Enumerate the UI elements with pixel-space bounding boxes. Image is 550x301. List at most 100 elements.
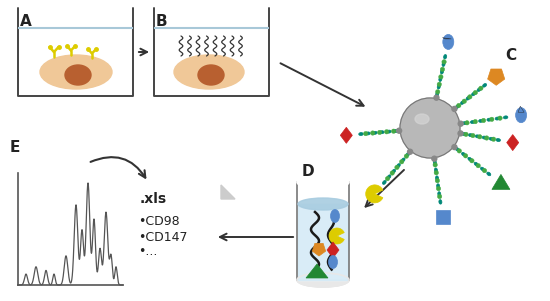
- Text: C: C: [505, 48, 516, 63]
- Polygon shape: [492, 174, 510, 189]
- Ellipse shape: [489, 137, 493, 140]
- Ellipse shape: [437, 184, 439, 188]
- Circle shape: [468, 95, 472, 99]
- Ellipse shape: [65, 65, 91, 85]
- Circle shape: [386, 176, 390, 181]
- Circle shape: [433, 163, 437, 167]
- Circle shape: [437, 82, 442, 86]
- Circle shape: [485, 136, 489, 140]
- Ellipse shape: [482, 84, 487, 87]
- Circle shape: [464, 154, 468, 158]
- Ellipse shape: [495, 117, 499, 120]
- Circle shape: [435, 178, 439, 183]
- Ellipse shape: [442, 62, 445, 67]
- Ellipse shape: [433, 160, 436, 165]
- Circle shape: [437, 194, 442, 199]
- Ellipse shape: [470, 120, 475, 123]
- Ellipse shape: [468, 157, 472, 161]
- Circle shape: [464, 132, 468, 137]
- Ellipse shape: [461, 132, 466, 135]
- Circle shape: [498, 116, 502, 120]
- Ellipse shape: [444, 54, 447, 59]
- Ellipse shape: [471, 92, 476, 96]
- Circle shape: [400, 98, 460, 158]
- Ellipse shape: [438, 192, 441, 196]
- Ellipse shape: [402, 158, 405, 162]
- Circle shape: [470, 159, 474, 163]
- Circle shape: [395, 165, 399, 169]
- Ellipse shape: [443, 34, 454, 49]
- Bar: [298, 204, 348, 280]
- Text: •CD147: •CD147: [138, 231, 188, 244]
- Circle shape: [456, 103, 461, 108]
- Ellipse shape: [460, 101, 465, 104]
- Circle shape: [439, 75, 443, 79]
- Ellipse shape: [359, 132, 363, 135]
- Circle shape: [457, 149, 461, 153]
- Circle shape: [404, 154, 409, 158]
- Ellipse shape: [496, 138, 500, 141]
- Circle shape: [477, 135, 482, 139]
- Bar: [297, 182, 349, 280]
- Ellipse shape: [475, 135, 480, 138]
- Ellipse shape: [394, 129, 398, 132]
- Ellipse shape: [436, 92, 439, 97]
- Polygon shape: [130, 185, 235, 281]
- Circle shape: [440, 67, 444, 72]
- Ellipse shape: [466, 96, 470, 100]
- Polygon shape: [442, 38, 452, 39]
- Circle shape: [377, 130, 382, 135]
- Circle shape: [371, 131, 375, 135]
- Circle shape: [390, 171, 394, 175]
- Circle shape: [397, 128, 402, 133]
- Polygon shape: [488, 69, 505, 85]
- Ellipse shape: [481, 167, 485, 171]
- Circle shape: [434, 95, 439, 100]
- Ellipse shape: [455, 105, 459, 109]
- Ellipse shape: [487, 118, 491, 121]
- Ellipse shape: [436, 176, 438, 180]
- Ellipse shape: [297, 175, 349, 189]
- Ellipse shape: [482, 136, 487, 139]
- Circle shape: [436, 186, 441, 191]
- Circle shape: [473, 90, 477, 95]
- Ellipse shape: [297, 273, 349, 287]
- Circle shape: [458, 131, 463, 136]
- Circle shape: [452, 107, 457, 111]
- Circle shape: [471, 133, 475, 138]
- Circle shape: [458, 121, 463, 126]
- Ellipse shape: [415, 114, 429, 124]
- Ellipse shape: [406, 152, 410, 156]
- Ellipse shape: [174, 55, 244, 89]
- Circle shape: [408, 149, 412, 154]
- Ellipse shape: [298, 198, 348, 210]
- Ellipse shape: [455, 147, 459, 151]
- Ellipse shape: [478, 119, 483, 123]
- Ellipse shape: [382, 181, 386, 185]
- Ellipse shape: [503, 116, 508, 119]
- Circle shape: [465, 121, 469, 125]
- Text: E: E: [10, 140, 20, 155]
- Circle shape: [436, 90, 440, 94]
- Text: B: B: [156, 14, 168, 29]
- Circle shape: [473, 119, 477, 124]
- Ellipse shape: [373, 131, 377, 134]
- Circle shape: [432, 156, 437, 161]
- Ellipse shape: [397, 164, 400, 168]
- Circle shape: [452, 144, 457, 150]
- Polygon shape: [221, 185, 235, 199]
- Ellipse shape: [477, 88, 481, 92]
- Ellipse shape: [328, 256, 338, 268]
- Circle shape: [392, 129, 396, 133]
- Ellipse shape: [387, 175, 391, 179]
- Ellipse shape: [387, 130, 391, 133]
- Ellipse shape: [474, 162, 478, 166]
- Wedge shape: [329, 228, 344, 244]
- Circle shape: [399, 160, 404, 164]
- Polygon shape: [507, 135, 519, 150]
- Text: A: A: [20, 14, 32, 29]
- Ellipse shape: [198, 65, 224, 85]
- Circle shape: [384, 130, 389, 134]
- Ellipse shape: [434, 168, 437, 172]
- Polygon shape: [340, 127, 353, 143]
